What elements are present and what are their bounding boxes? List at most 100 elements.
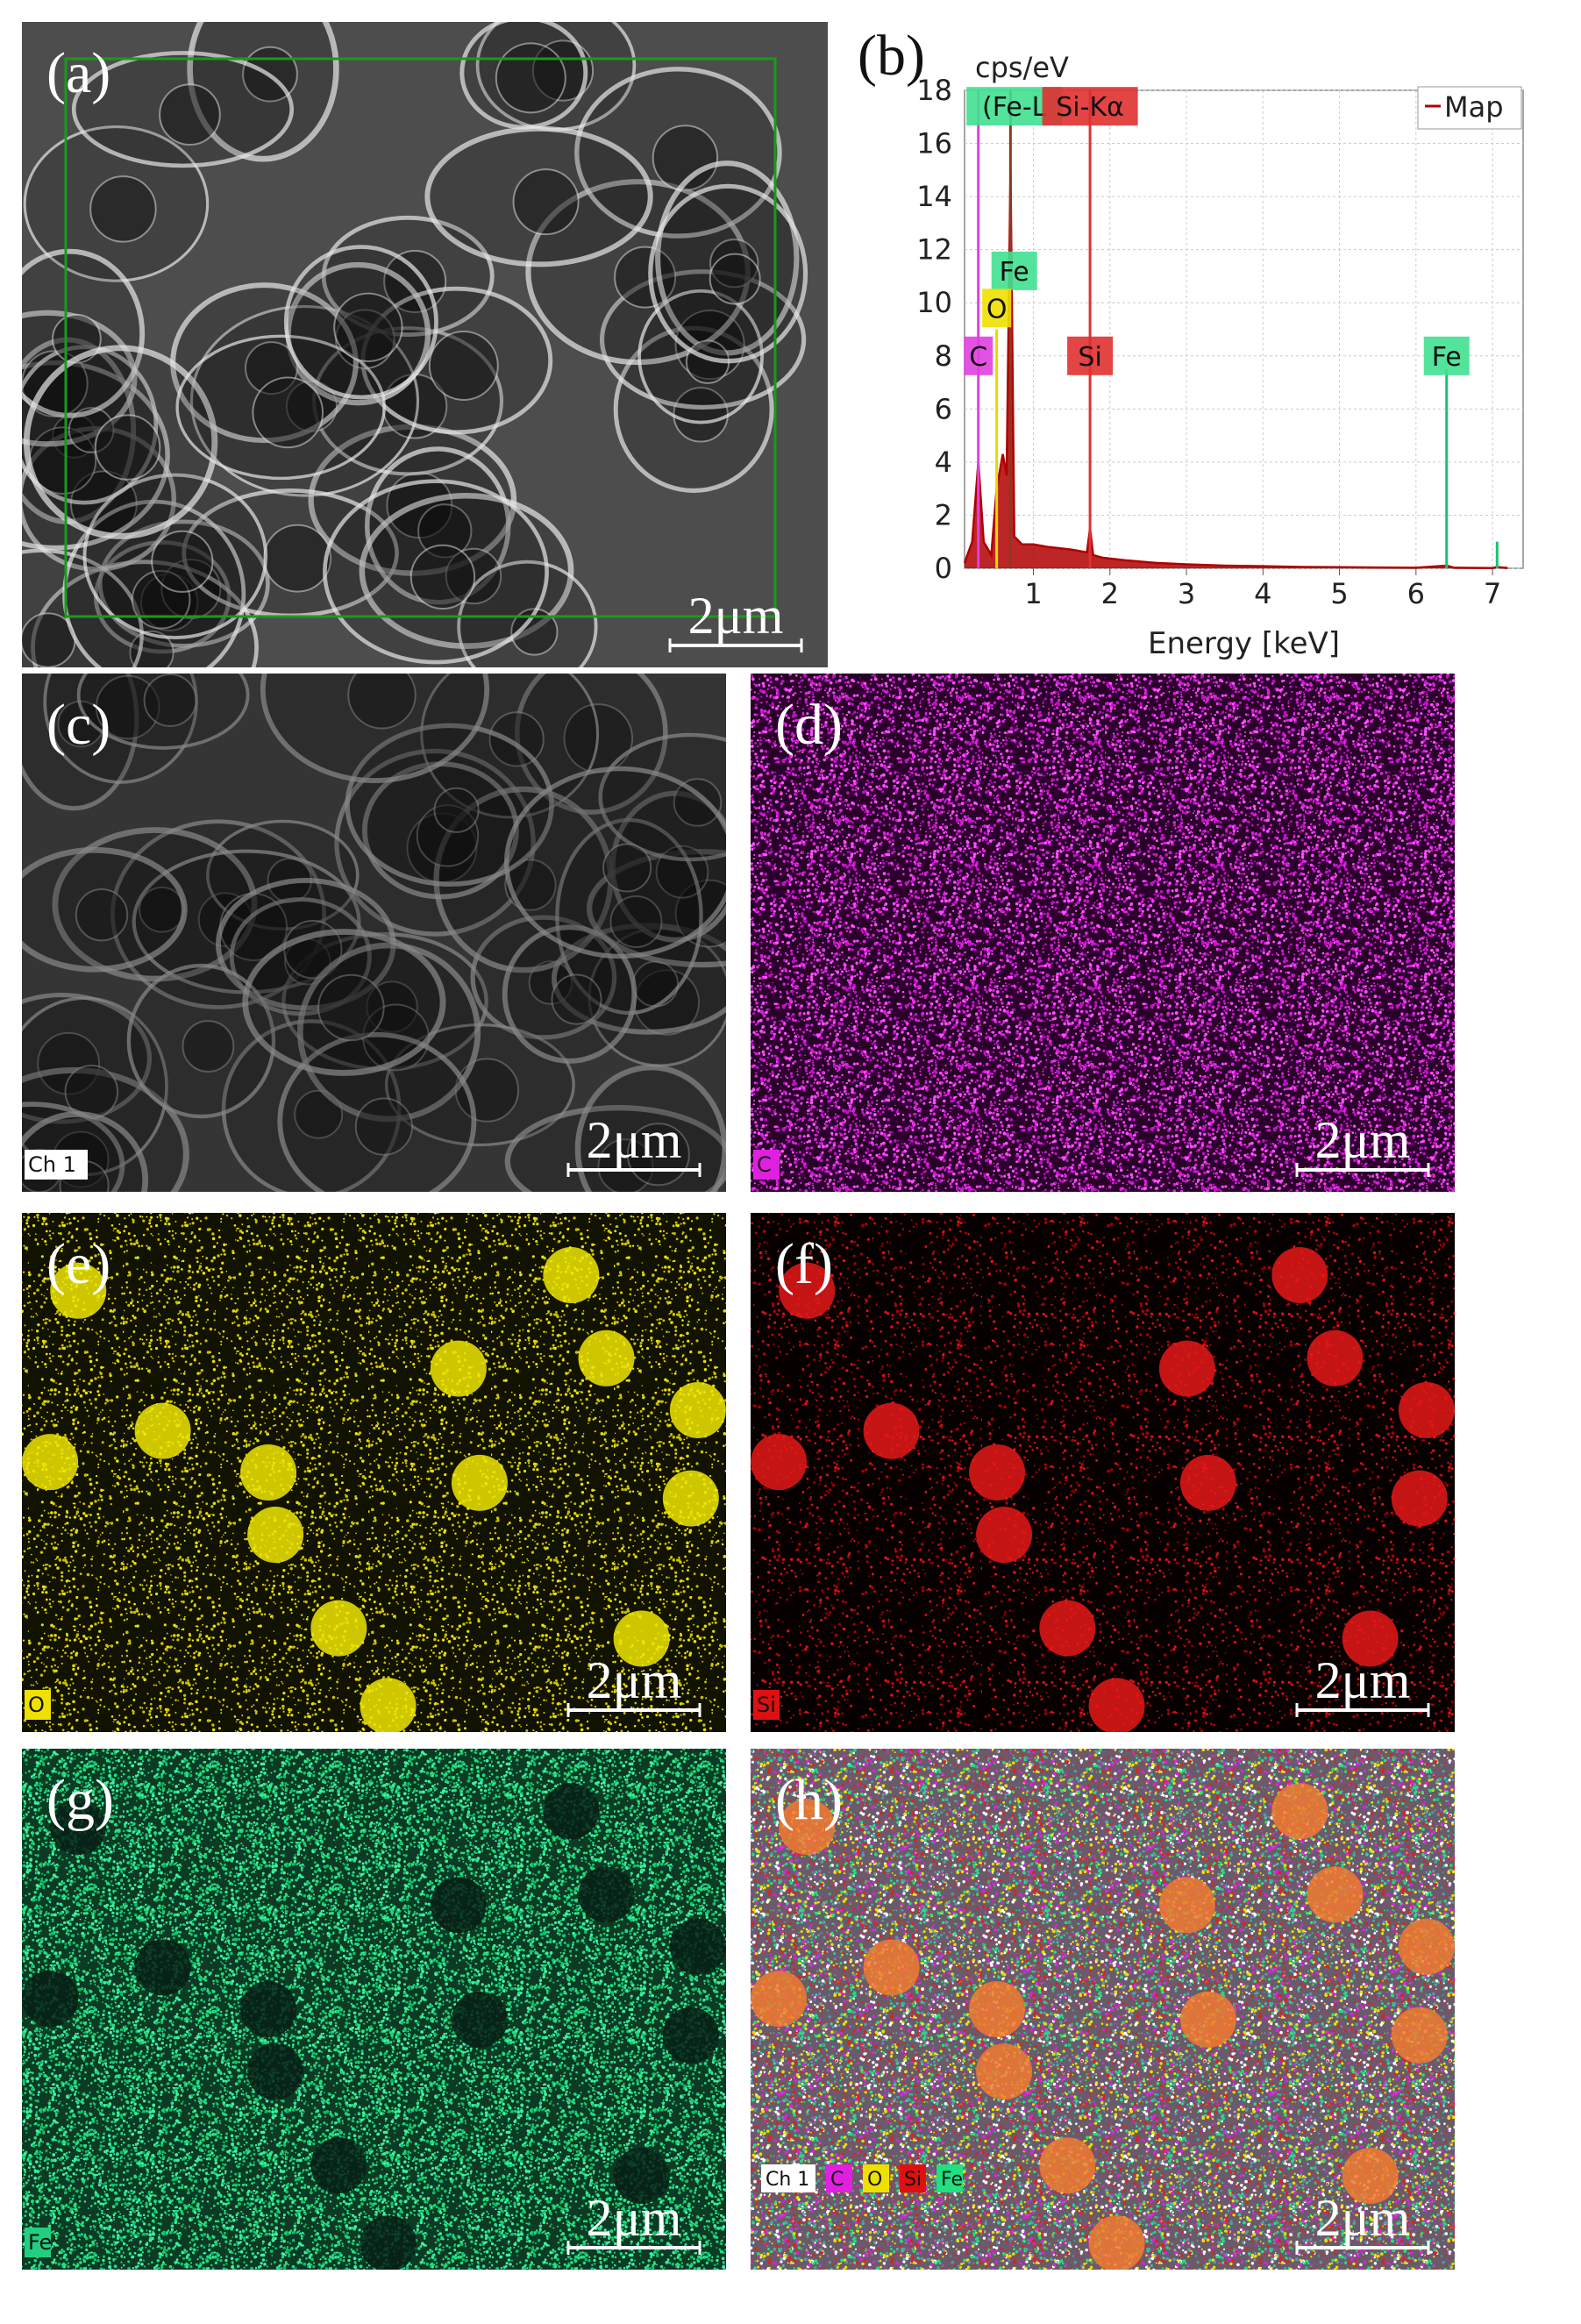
cell-core: [602, 843, 652, 893]
blob: [50, 1799, 107, 1856]
image-panel: (f) 2μm Si: [751, 1213, 1455, 1732]
annotation-box: [1042, 87, 1138, 126]
annotation: Fe: [1432, 342, 1462, 373]
blob: [863, 1402, 920, 1459]
channel-tag: [761, 2164, 815, 2192]
y-tick-label: 14: [916, 180, 952, 213]
legend-box: [1417, 86, 1522, 130]
channel-label: Si: [757, 1693, 776, 1717]
blob: [247, 1507, 304, 1564]
channel-tag: [25, 1690, 51, 1720]
cell: [598, 732, 726, 862]
annotation: (Fe-L: [982, 92, 1047, 123]
cell-core: [151, 530, 214, 593]
panel-label: (h): [775, 1768, 843, 1832]
y-tick-label: 18: [916, 74, 952, 107]
blob: [669, 1918, 726, 1975]
blob: [1391, 1470, 1448, 1527]
channel-label: C: [757, 1152, 772, 1177]
channel-tag: [753, 1690, 780, 1720]
image-panel: (c) 2μm Ch 1: [22, 674, 726, 1192]
blob: [1307, 1866, 1364, 1923]
blob: [1158, 1877, 1215, 1934]
cell-core: [354, 1097, 413, 1156]
channel-label: Fe: [28, 2230, 52, 2255]
blob: [863, 1939, 920, 1996]
selection-box: [64, 57, 777, 618]
annotation: O: [986, 294, 1008, 324]
channel-tag: [863, 2164, 889, 2192]
cell-core: [252, 376, 324, 449]
legend-label: Map: [1444, 90, 1504, 124]
blob: [1398, 1918, 1455, 1975]
channel-label: O: [28, 1693, 45, 1717]
scale-bar-label: 2μm: [688, 587, 784, 645]
blob: [976, 1507, 1033, 1564]
channel-label: Ch 1: [28, 1152, 76, 1177]
blob: [578, 1866, 635, 1923]
channel-label: Si: [904, 2169, 922, 2191]
cell-core: [89, 175, 157, 243]
channel-tag: [25, 1150, 88, 1180]
blob: [430, 1877, 487, 1934]
panel-label: (a): [46, 41, 110, 105]
panel-image: [22, 1213, 726, 1732]
blob: [430, 1340, 487, 1397]
cell-core: [495, 42, 566, 114]
cell-core: [428, 331, 499, 401]
annotation: C: [969, 342, 987, 373]
cell-core: [409, 544, 476, 610]
cell-core: [488, 711, 545, 767]
cell-core: [75, 888, 129, 942]
image-panel: (a) 2μm: [22, 22, 828, 667]
blob: [1158, 1340, 1215, 1397]
blob: [662, 1470, 719, 1527]
blob: [1307, 1330, 1364, 1387]
blob: [543, 1247, 600, 1304]
channel-tag: [753, 1150, 780, 1180]
blob: [240, 1444, 297, 1501]
scale-bar-label: 2μm: [587, 2189, 682, 2247]
y-tick-label: 6: [935, 392, 952, 425]
cell-core: [333, 292, 403, 362]
blob: [1179, 1991, 1236, 2048]
y-tick-label: 8: [935, 339, 952, 373]
blob: [543, 1783, 600, 1840]
scale-bar-label: 2μm: [1315, 2189, 1411, 2247]
image-panel: (e) 2μm O: [22, 1213, 726, 1732]
blob: [751, 1434, 808, 1491]
plot-area: [964, 89, 1524, 569]
image-panel: (g) 2μm Fe: [22, 1749, 726, 2270]
panel-label: (b): [858, 24, 925, 88]
blob: [1088, 2215, 1145, 2270]
panel-label: (f): [775, 1232, 833, 1296]
panel-label: (c): [46, 693, 110, 757]
panel-image: [751, 674, 1455, 1192]
blob: [1039, 2137, 1096, 2194]
blob: [669, 1381, 726, 1438]
cell-core: [504, 859, 557, 911]
blob: [613, 1610, 670, 1667]
blob: [1271, 1783, 1328, 1840]
blob: [662, 2007, 719, 2064]
blob: [779, 1262, 836, 1319]
blob: [578, 1330, 635, 1387]
blob: [451, 1454, 508, 1511]
annotation: Si-Kα: [1056, 92, 1124, 123]
cell-core: [294, 1089, 344, 1139]
cell-core: [433, 787, 480, 833]
panel-image: [22, 1749, 726, 2270]
y-tick-label: 0: [935, 552, 952, 585]
cell-core: [94, 414, 161, 481]
cell-core: [551, 973, 602, 1025]
blob: [976, 2043, 1033, 2100]
blob: [613, 2148, 670, 2205]
blob: [1342, 1610, 1399, 1667]
y-tick-label: 2: [935, 498, 952, 531]
cell-core: [673, 778, 723, 827]
x-axis-label: Energy [keV]: [1148, 626, 1340, 661]
cell-core: [317, 973, 385, 1042]
channel-tag: [936, 2164, 963, 2192]
blob: [969, 1981, 1026, 2037]
x-tick-label: 1: [1024, 577, 1042, 610]
